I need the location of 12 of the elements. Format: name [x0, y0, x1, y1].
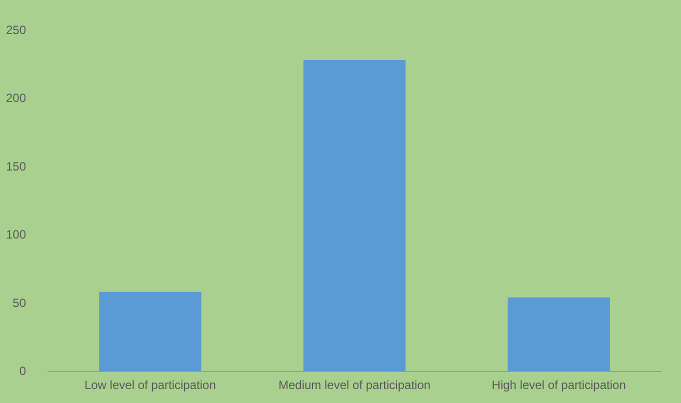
y-tick-label: 50 [12, 296, 26, 310]
y-tick-label: 100 [6, 228, 26, 242]
bar [303, 60, 406, 371]
bar [508, 297, 610, 371]
y-tick-label: 200 [6, 91, 26, 106]
y-tick-label: 150 [6, 159, 26, 174]
y-tick-label: 250 [6, 23, 26, 37]
bar [99, 292, 202, 371]
x-tick-label: Medium level of participation [278, 378, 431, 392]
y-tick-label: 0 [19, 364, 26, 378]
x-tick-label: Low level of participation [84, 378, 216, 392]
x-tick-label: High level of participation [492, 378, 626, 392]
